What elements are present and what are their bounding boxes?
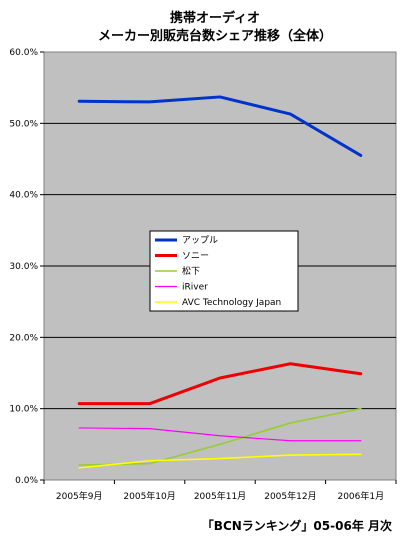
series-line — [78, 407, 362, 466]
y-tick-label: 40.0% — [9, 191, 38, 201]
x-axis-ticks: 2005年9月 2005年10月 2005年11月 2005年12月 2006年1月 — [43, 480, 397, 502]
series-lines — [77, 95, 363, 469]
series-line — [77, 362, 363, 406]
x-tick-label: 2005年10月 — [123, 490, 175, 502]
legend-box — [149, 230, 299, 312]
y-tick-label: 20.0% — [9, 333, 38, 343]
legend-label: 松下 — [182, 265, 200, 277]
series-line — [77, 95, 363, 157]
x-tick-label: 2005年9月 — [56, 490, 103, 502]
y-tick-label: 10.0% — [9, 405, 38, 415]
series-line — [78, 453, 362, 469]
y-tick-label: 60.0% — [9, 48, 38, 58]
legend-label: アップル — [182, 235, 218, 246]
gridlines — [44, 122, 396, 410]
y-tick-label: 50.0% — [9, 119, 38, 129]
legend-label: AVC Technology Japan — [182, 298, 281, 308]
chart-title-line1: 携帯オーディオ — [170, 10, 260, 26]
x-tick-label: 2005年11月 — [194, 490, 246, 502]
legend-label: ソニー — [182, 252, 209, 262]
y-tick-label: 0.0% — [15, 476, 38, 486]
x-tick-label: 2006年1月 — [337, 490, 384, 502]
x-tick-label: 2005年12月 — [264, 490, 316, 502]
series-line — [78, 427, 362, 442]
y-tick-label: 30.0% — [9, 262, 38, 272]
legend-label: iRiver — [182, 283, 208, 293]
y-axis-ticks: 0.0% 10.0% 20.0% 30.0% 40.0% 50.0% 60.0% — [9, 48, 44, 486]
source-note: 「BCNランキング」05-06年 月次 — [202, 518, 392, 533]
chart-title-line2: メーカー別販売台数シェア推移（全体） — [98, 28, 332, 44]
